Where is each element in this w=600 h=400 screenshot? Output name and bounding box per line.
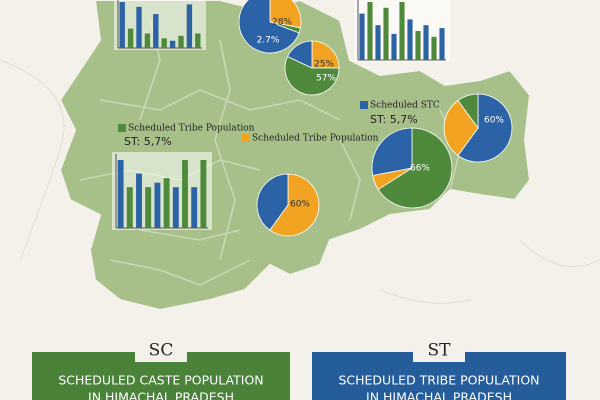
pie-slice [311, 40, 340, 69]
bar [117, 160, 124, 228]
bar [200, 160, 207, 228]
legend-swatch [118, 124, 126, 132]
panel-tab [413, 338, 465, 362]
bar [163, 178, 170, 228]
border [214, 39, 236, 261]
pie-label: 60% [290, 200, 310, 210]
bar [367, 2, 373, 60]
bar [391, 33, 397, 60]
bar [375, 25, 381, 60]
bar [178, 35, 184, 48]
bar [136, 173, 142, 228]
panel-tab-label: ST [428, 341, 452, 361]
bar [423, 25, 429, 60]
pie-label: 57% [316, 74, 336, 84]
pie-slice [284, 55, 340, 96]
panel-title: IN HIMACHAL PRADESH [88, 390, 234, 400]
bar [169, 40, 176, 48]
pie-slice [287, 40, 313, 69]
pie-label: 25% [314, 60, 334, 70]
pie-slice [269, 173, 320, 237]
bar [359, 13, 365, 61]
bar [383, 7, 389, 61]
pie-label: 66% [410, 164, 430, 174]
bar [119, 2, 125, 48]
pie-slice [457, 93, 479, 130]
pie-slice [238, 0, 300, 54]
bar [399, 2, 405, 60]
bar [182, 160, 188, 228]
bar [144, 33, 151, 48]
bar [127, 28, 134, 48]
pie-slice [443, 99, 479, 157]
pie-slice [371, 127, 413, 176]
border [109, 259, 251, 286]
panel-title: IN HIMACHAL PRADESH [366, 390, 512, 400]
legend-swatch [360, 101, 368, 109]
bar [145, 187, 152, 228]
bar [126, 187, 133, 228]
pie-slice [269, 0, 302, 29]
pie-label: 28% [272, 18, 292, 28]
note: ST: 5,7% [370, 113, 418, 126]
bar [154, 182, 161, 228]
legend-swatch [242, 134, 250, 142]
road [519, 239, 600, 268]
bar [407, 19, 413, 60]
road [379, 289, 471, 304]
pie-label: 2.7% [257, 36, 280, 46]
panel-title: SCHEDULED CASTE POPULATION [58, 373, 263, 388]
legend-label: Scheduled Tribe Population [128, 124, 255, 134]
legend-label: Scheduled Tribe Population [252, 134, 379, 144]
bar [415, 31, 421, 60]
panel-tab-label: SC [149, 341, 174, 361]
bar [195, 33, 201, 48]
panel-title: SCHEDULED TRIBE POPULATION [338, 373, 539, 388]
road [0, 59, 65, 261]
panel-tab [135, 338, 187, 362]
bar-chart-panel [114, 0, 206, 50]
bar [431, 36, 437, 60]
bar [153, 14, 159, 48]
bar [191, 187, 198, 228]
bar [172, 187, 179, 228]
note: ST: 5,7% [124, 135, 172, 148]
pie-label: 60% [484, 116, 504, 126]
border [99, 89, 341, 121]
bar [161, 38, 167, 48]
state-region [58, 0, 532, 312]
bar [136, 6, 142, 48]
pie-slice [256, 173, 289, 231]
bar [439, 28, 445, 60]
border [339, 139, 361, 221]
legend-label: Scheduled STC [370, 101, 440, 111]
pie-slice [457, 93, 513, 163]
bar [186, 4, 193, 49]
map-lines [0, 59, 600, 304]
pie-slice [377, 127, 453, 209]
